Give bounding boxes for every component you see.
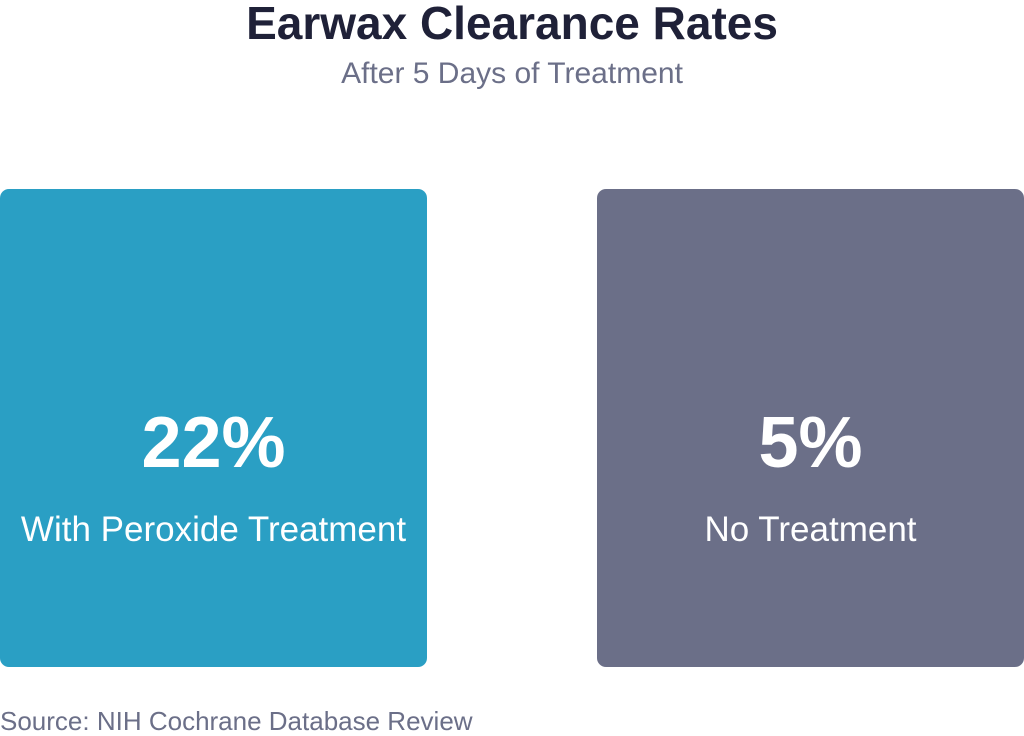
- source-note: Source: NIH Cochrane Database Review: [0, 706, 473, 736]
- stat-value-peroxide: 22%: [141, 403, 286, 483]
- stat-value-no-treatment: 5%: [758, 403, 863, 483]
- stat-card-no-treatment: 5% No Treatment: [597, 189, 1024, 667]
- chart-title: Earwax Clearance Rates: [246, 0, 778, 49]
- stat-label-no-treatment: No Treatment: [704, 510, 917, 549]
- chart-subtitle: After 5 Days of Treatment: [341, 57, 683, 90]
- stat-label-peroxide: With Peroxide Treatment: [20, 510, 407, 549]
- stat-card-peroxide: 22% With Peroxide Treatment: [0, 189, 427, 667]
